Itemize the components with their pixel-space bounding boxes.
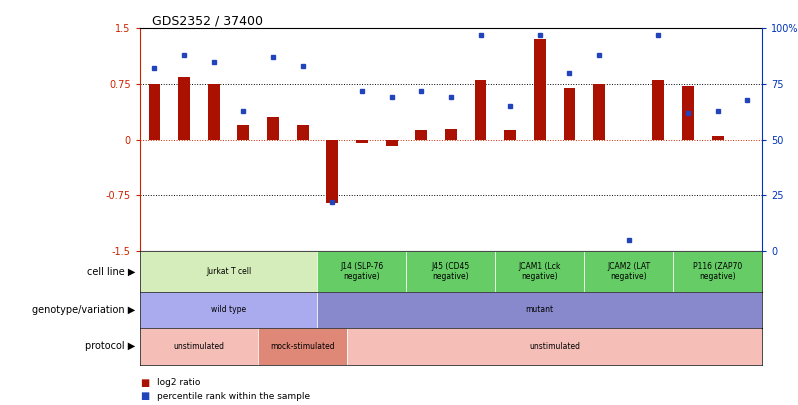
Bar xyxy=(563,88,575,140)
Text: wild type: wild type xyxy=(211,305,246,314)
Bar xyxy=(584,251,674,292)
Text: percentile rank within the sample: percentile rank within the sample xyxy=(157,392,310,401)
Bar xyxy=(140,328,259,364)
Bar xyxy=(712,136,724,140)
Bar xyxy=(318,251,406,292)
Text: unstimulated: unstimulated xyxy=(173,342,224,351)
Bar xyxy=(504,130,516,140)
Bar xyxy=(682,85,694,140)
Bar xyxy=(267,117,279,140)
Text: protocol ▶: protocol ▶ xyxy=(85,341,136,351)
Text: mock-stimulated: mock-stimulated xyxy=(271,342,335,351)
Text: J45 (CD45
negative): J45 (CD45 negative) xyxy=(432,262,470,281)
Bar xyxy=(207,84,219,140)
Text: cell line ▶: cell line ▶ xyxy=(87,266,136,276)
Bar xyxy=(653,80,664,140)
Text: GDS2352 / 37400: GDS2352 / 37400 xyxy=(152,14,263,27)
Bar xyxy=(178,77,190,140)
Text: P116 (ZAP70
negative): P116 (ZAP70 negative) xyxy=(693,262,742,281)
Bar xyxy=(415,130,427,140)
Bar xyxy=(406,251,496,292)
Bar xyxy=(347,328,762,364)
Bar xyxy=(259,328,347,364)
Bar xyxy=(297,125,309,140)
Text: unstimulated: unstimulated xyxy=(529,342,580,351)
Bar xyxy=(238,125,249,140)
Bar xyxy=(356,140,368,143)
Text: JCAM1 (Lck
negative): JCAM1 (Lck negative) xyxy=(519,262,561,281)
Bar xyxy=(496,251,584,292)
Text: genotype/variation ▶: genotype/variation ▶ xyxy=(33,305,136,315)
Bar xyxy=(475,80,487,140)
Text: ■: ■ xyxy=(140,378,149,388)
Bar xyxy=(318,292,762,328)
Bar xyxy=(326,140,338,203)
Text: JCAM2 (LAT
negative): JCAM2 (LAT negative) xyxy=(607,262,650,281)
Bar xyxy=(385,140,397,146)
Bar xyxy=(140,251,318,292)
Text: log2 ratio: log2 ratio xyxy=(157,378,200,387)
Bar xyxy=(593,84,605,140)
Bar xyxy=(140,292,318,328)
Bar xyxy=(674,251,762,292)
Bar xyxy=(445,129,456,140)
Text: J14 (SLP-76
negative): J14 (SLP-76 negative) xyxy=(340,262,384,281)
Bar xyxy=(534,39,546,140)
Bar xyxy=(148,84,160,140)
Text: mutant: mutant xyxy=(526,305,554,314)
Text: Jurkat T cell: Jurkat T cell xyxy=(206,267,251,276)
Text: ■: ■ xyxy=(140,391,149,401)
